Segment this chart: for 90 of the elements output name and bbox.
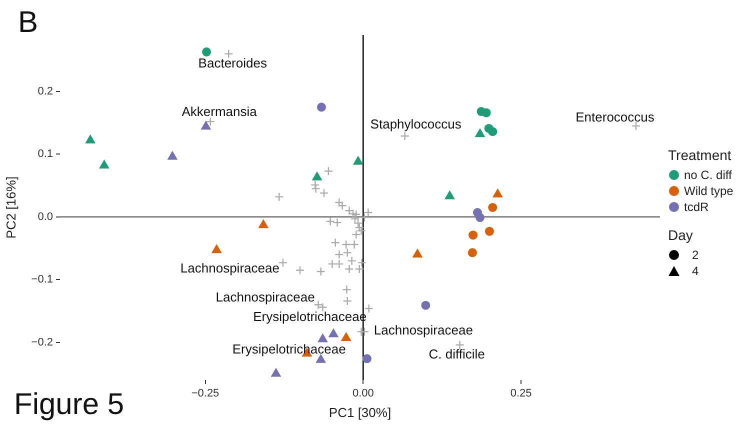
annotation: Lachnospiraceae: [180, 260, 280, 276]
point: [444, 190, 455, 200]
point: [316, 266, 326, 276]
point: [362, 354, 372, 364]
point: [347, 256, 356, 266]
point: [295, 266, 305, 275]
point: [211, 244, 222, 254]
point: [324, 166, 334, 176]
point: [474, 128, 486, 138]
point: [340, 332, 352, 341]
point: [352, 230, 361, 240]
point: [360, 212, 370, 222]
point: [421, 300, 430, 310]
point: [412, 248, 423, 258]
legend-label: tcdR: [684, 200, 709, 214]
point: [258, 219, 269, 228]
y-tick-label: 0.1: [38, 148, 53, 160]
text: Day: [668, 227, 694, 243]
point: [319, 188, 329, 198]
point: [364, 304, 374, 314]
point: [206, 116, 215, 126]
point: [476, 213, 484, 222]
point: [167, 150, 178, 160]
point: [455, 340, 464, 350]
legend-title: Treatment: [668, 147, 732, 163]
point: [326, 216, 335, 226]
y-axis-title: PC2 [16%]: [3, 176, 18, 239]
point: [484, 226, 494, 236]
point: [328, 328, 339, 338]
annotation: Akkermansia: [182, 104, 258, 120]
y-tick-label: −0.1: [31, 274, 53, 286]
x-tick-label: 0.00: [352, 388, 374, 400]
point: [356, 226, 366, 236]
annotation: Lachnospiraceae: [374, 322, 473, 338]
annotation: Staphylococcus: [370, 116, 462, 132]
point: [631, 121, 641, 131]
point: [342, 248, 352, 258]
point: [202, 47, 212, 56]
legend-label: Wild type: [684, 184, 734, 198]
annotation: Enterococcus: [576, 110, 655, 125]
text: B: [18, 6, 38, 40]
point: [332, 218, 342, 228]
point: [342, 240, 351, 250]
point: [330, 238, 340, 248]
point: [350, 240, 359, 250]
point: [328, 259, 337, 269]
point: [200, 120, 212, 130]
point: [274, 192, 284, 202]
point: [364, 208, 373, 218]
y-tick-label: 0.2: [38, 85, 53, 98]
point: [85, 134, 96, 144]
legend-label: 4: [692, 264, 699, 278]
point: [270, 368, 282, 377]
point: [334, 259, 344, 269]
point: [354, 264, 364, 274]
point: [488, 127, 498, 136]
legend-label: 2: [692, 248, 699, 262]
point: [310, 180, 320, 190]
y-tick-label: −0.2: [31, 336, 53, 348]
point: [356, 327, 366, 336]
point: [468, 248, 477, 258]
point: [488, 203, 498, 212]
point: [224, 49, 234, 58]
point: [492, 188, 503, 198]
point: [354, 222, 364, 232]
point: [278, 258, 288, 268]
annotation: Erysipelotrichaceae: [232, 342, 346, 357]
point: [400, 131, 410, 141]
point: [312, 171, 322, 180]
point: [357, 258, 366, 268]
x-tick-label: −0.25: [191, 388, 220, 400]
annotation: C. difficile: [428, 346, 485, 362]
point: [352, 156, 364, 165]
point: [316, 102, 326, 112]
annotation: Bacteroides: [198, 55, 268, 70]
point: [334, 198, 344, 208]
x-axis-title: PC1 [30%]: [328, 404, 392, 420]
point: [344, 264, 354, 274]
point: [318, 333, 328, 342]
y-tick-label: 0.0: [38, 210, 53, 223]
legend-label: no C. diff: [684, 168, 732, 182]
annotation: Lachnospiraceae: [216, 289, 315, 304]
x-tick-label: 0.25: [510, 388, 532, 400]
point: [468, 230, 478, 240]
point: [99, 159, 110, 168]
caption: Figure 5: [14, 388, 124, 422]
point: [342, 296, 352, 306]
point: [342, 285, 352, 294]
point: [482, 108, 491, 118]
point: [334, 250, 344, 260]
